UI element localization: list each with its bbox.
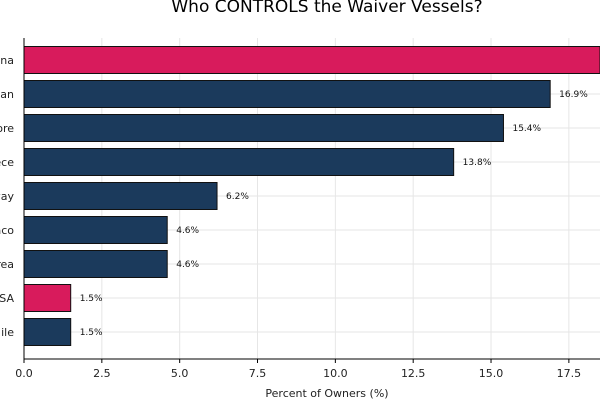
category-label: ina [0, 54, 14, 67]
category-label: ore [0, 122, 14, 135]
x-tick-label: 7.5 [249, 367, 267, 380]
data-label: 15.4% [512, 124, 541, 134]
data-label: 4.6% [176, 226, 199, 236]
data-labels: 16.9% 15.4% 13.8% 6.2% 4.6% 4.6% 1.5% 1.5% [80, 90, 589, 338]
x-tick-label: 15.0 [479, 367, 504, 380]
data-label: 1.5% [80, 328, 103, 338]
data-label: 13.8% [463, 158, 492, 168]
x-tick-label: 2.5 [93, 367, 111, 380]
bar-9 [23, 318, 72, 346]
data-label: 1.5% [80, 294, 103, 304]
category-label: way [0, 190, 14, 203]
x-tick-label: 12.5 [401, 367, 426, 380]
category-label: SA [0, 292, 14, 305]
x-tick-label: 10.0 [323, 367, 348, 380]
bars [23, 46, 600, 346]
category-label: ece [0, 156, 14, 169]
category-label: ile [1, 326, 14, 339]
category-labels: ina pan ore ece way aco rea SA ile [0, 54, 14, 339]
bar-8 [23, 284, 72, 312]
bar-6 [23, 216, 168, 244]
category-label: pan [0, 88, 14, 101]
bar-5 [23, 182, 218, 210]
data-label: 6.2% [226, 192, 249, 202]
bar-7 [23, 250, 168, 278]
x-tick-label: 17.5 [557, 367, 582, 380]
bar-3 [23, 114, 504, 142]
bar-4 [23, 148, 455, 176]
x-tick-label: 0.0 [15, 367, 33, 380]
data-label: 16.9% [559, 90, 588, 100]
x-ticks: 0.0 2.5 5.0 7.5 10.0 12.5 15.0 17.5 [15, 359, 581, 380]
category-label: rea [0, 258, 14, 271]
category-label: aco [0, 224, 14, 237]
chart-title: Who CONTROLS the Waiver Vessels? [171, 0, 482, 17]
bar-2 [23, 80, 551, 108]
x-axis-label: Percent of Owners (%) [265, 387, 388, 400]
x-tick-label: 5.0 [171, 367, 189, 380]
bar-1 [23, 46, 600, 74]
data-label: 4.6% [176, 260, 199, 270]
